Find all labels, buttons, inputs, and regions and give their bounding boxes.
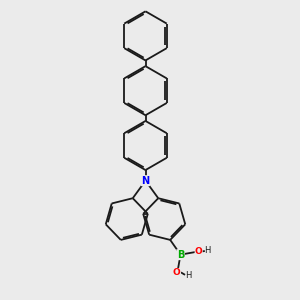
Text: H: H	[185, 271, 191, 280]
Text: O: O	[195, 247, 203, 256]
Text: N: N	[141, 176, 150, 186]
Text: H: H	[204, 247, 210, 256]
Text: B: B	[177, 250, 184, 260]
Text: O: O	[173, 268, 181, 277]
